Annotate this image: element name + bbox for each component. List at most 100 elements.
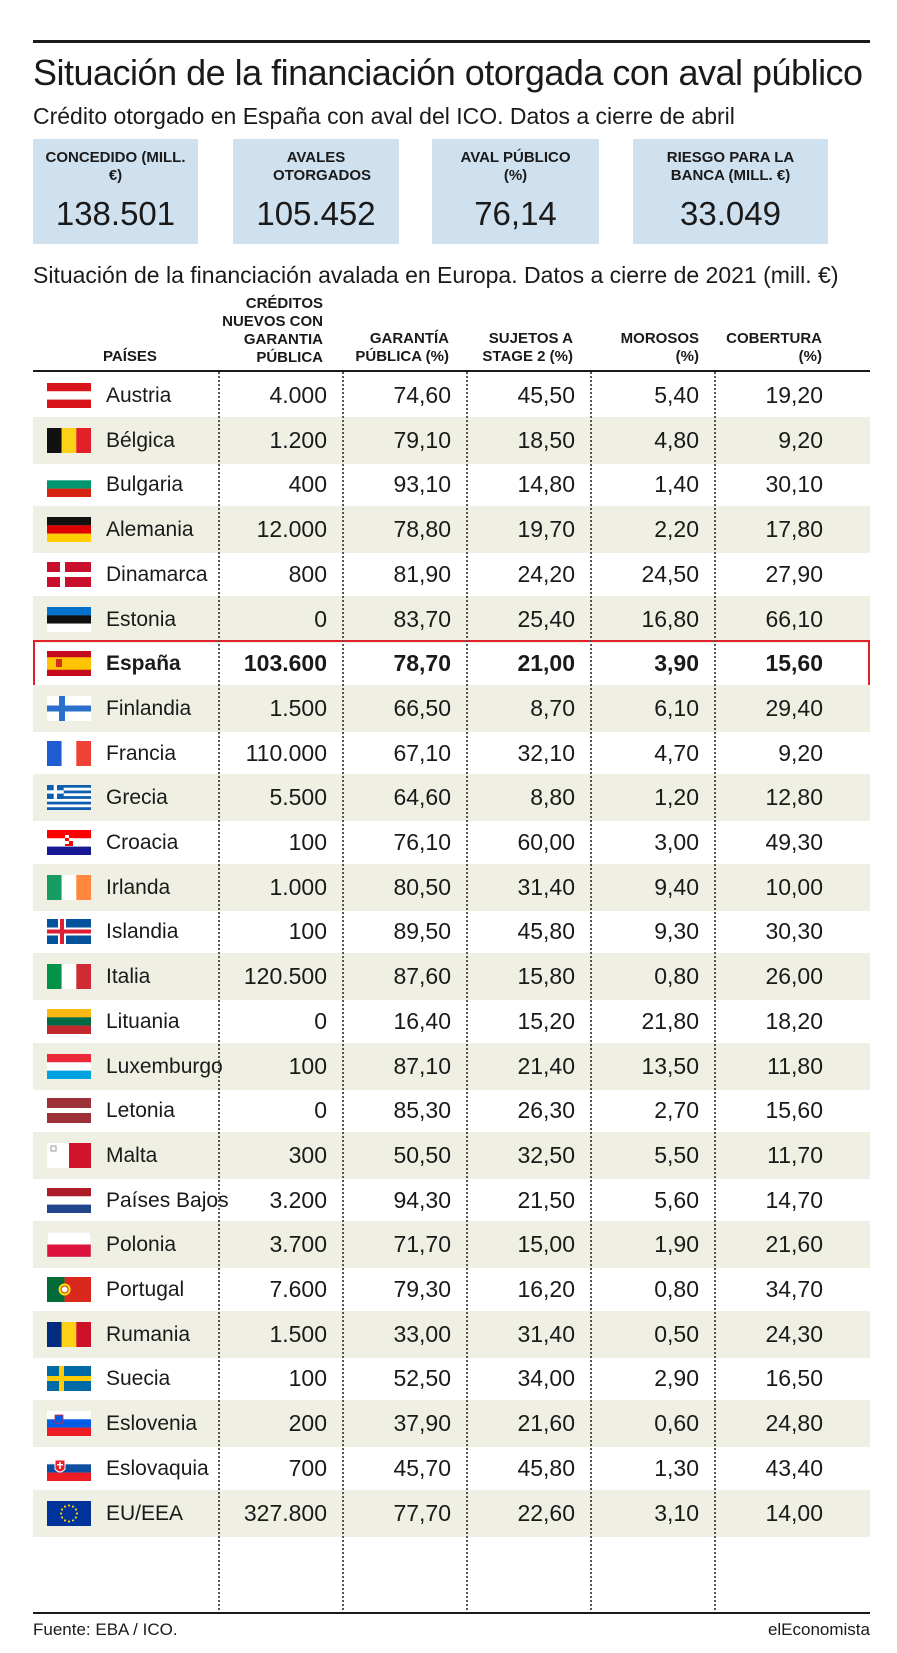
- france-flag-icon: [47, 740, 91, 766]
- table-row: Eslovenia 200 37,90 21,60 0,60 24,80: [33, 1400, 870, 1448]
- country-name: Austria: [106, 384, 172, 407]
- greece-flag-icon: [47, 785, 91, 811]
- kpi-label: AVALES OTORGADOS: [273, 149, 372, 184]
- spain-flag-icon: [47, 651, 91, 677]
- cell-morosos: 9,30: [654, 918, 699, 945]
- cell-garantia: 85,30: [393, 1097, 451, 1124]
- table-row: Países Bajos 3.200 94,30 21,50 5,60 14,70: [33, 1177, 870, 1224]
- cell-stage2: 26,30: [517, 1097, 575, 1124]
- cell-stage2: 8,70: [530, 694, 575, 721]
- highlight-box: [33, 640, 870, 688]
- column-divider: [342, 372, 344, 1610]
- country-name: Rumania: [106, 1322, 191, 1346]
- cell-cobertura: 49,30: [765, 829, 823, 855]
- cell-morosos: 0,60: [654, 1410, 699, 1437]
- ireland-flag-icon: [47, 874, 91, 900]
- kpi-label: CONCEDIDO (MILL. €): [45, 149, 186, 184]
- cell-creditos: 1.000: [269, 873, 327, 900]
- country-name: España: [106, 652, 181, 676]
- kpi-avales: AVALES OTORGADOS 105.452: [233, 139, 399, 244]
- table-row: Malta 300 50,50 32,50 5,50 11,70: [33, 1131, 870, 1179]
- cell-cobertura: 27,90: [765, 560, 823, 587]
- cell-cobertura: 26,00: [765, 963, 823, 990]
- cell-stage2: 31,40: [517, 873, 575, 900]
- country-name: Croacia: [106, 831, 179, 854]
- cell-stage2: 34,00: [517, 1365, 575, 1392]
- cell-morosos: 1,30: [654, 1454, 699, 1481]
- cell-morosos: 1,90: [654, 1231, 699, 1258]
- table-row: Letonia 0 85,30 26,30 2,70 15,60: [33, 1087, 870, 1134]
- cell-creditos: 1.500: [269, 694, 327, 721]
- table-row: Austria 4.000 74,60 45,50 5,40 19,20: [33, 372, 870, 419]
- country-name: Alemania: [106, 518, 194, 542]
- cell-stage2: 24,20: [517, 560, 575, 587]
- table-row: Dinamarca 800 81,90 24,20 24,50 27,90: [33, 551, 870, 598]
- cell-morosos: 2,70: [654, 1097, 699, 1124]
- cell-stage2: 45,50: [517, 382, 575, 408]
- country-name: Lituania: [106, 1009, 180, 1033]
- cell-stage2: 22,60: [517, 1499, 575, 1526]
- kpi-value: 76,14: [474, 195, 557, 232]
- cell-cobertura: 11,70: [767, 1141, 823, 1168]
- cell-stage2: 15,20: [517, 1007, 575, 1034]
- cell-creditos: 1.500: [269, 1320, 327, 1347]
- cell-cobertura: 66,10: [765, 605, 823, 632]
- cell-garantia: 50,50: [393, 1141, 451, 1168]
- cell-morosos: 3,00: [654, 829, 699, 855]
- cell-creditos: 327.800: [243, 1499, 327, 1526]
- cell-garantia: 52,50: [393, 1365, 451, 1392]
- cell-garantia: 89,50: [393, 918, 451, 945]
- cell-cobertura: 43,40: [765, 1454, 823, 1481]
- country-name: EU/EEA: [106, 1501, 184, 1525]
- slovakia-flag-icon: [47, 1455, 91, 1481]
- cell-stage2: 16,20: [517, 1276, 575, 1302]
- cell-cobertura: 24,80: [765, 1410, 823, 1437]
- table-row: Lituania 0 16,40 15,20 21,80 18,20: [33, 998, 870, 1045]
- cell-cobertura: 29,40: [765, 694, 823, 721]
- cell-stage2: 45,80: [517, 918, 575, 945]
- latvia-flag-icon: [47, 1098, 91, 1124]
- country-name: Eslovaquia: [106, 1456, 209, 1480]
- kpi-label: AVAL PÚBLICO (%): [460, 149, 571, 184]
- cell-creditos: 800: [288, 560, 327, 587]
- cell-garantia: 94,30: [393, 1186, 451, 1213]
- cell-garantia: 76,10: [393, 829, 451, 855]
- cell-morosos: 5,60: [654, 1186, 699, 1213]
- cell-cobertura: 14,00: [765, 1499, 823, 1526]
- luxembourg-flag-icon: [47, 1053, 91, 1079]
- cell-stage2: 8,80: [530, 784, 575, 811]
- cell-cobertura: 30,10: [765, 471, 823, 498]
- table-row: Finlandia 1.500 66,50 8,70 6,10 29,40: [33, 684, 870, 732]
- country-name: Luxemburgo: [106, 1054, 223, 1078]
- cell-cobertura: 17,80: [765, 516, 823, 543]
- cell-morosos: 2,90: [654, 1365, 699, 1392]
- table-row: Bélgica 1.200 79,10 18,50 4,80 9,20: [33, 416, 870, 464]
- column-divider: [714, 372, 716, 1610]
- column-header-paises: PAÍSES: [103, 348, 157, 365]
- country-name: Eslovenia: [106, 1412, 198, 1436]
- cell-morosos: 4,70: [654, 739, 699, 766]
- country-name: Italia: [106, 965, 151, 989]
- kpi-value: 105.452: [256, 195, 376, 232]
- country-name: Polonia: [106, 1233, 177, 1257]
- country-name: Islandia: [106, 920, 179, 944]
- cell-stage2: 45,80: [517, 1454, 575, 1481]
- cell-morosos: 5,50: [654, 1141, 699, 1168]
- cell-garantia: 78,70: [393, 650, 451, 677]
- cell-morosos: 16,80: [641, 605, 699, 632]
- country-name: Malta: [106, 1143, 158, 1167]
- denmark-flag-icon: [47, 561, 91, 587]
- page-subtitle: Crédito otorgado en España con aval del …: [33, 103, 735, 129]
- cell-morosos: 0,80: [654, 1276, 699, 1302]
- country-name: Grecia: [106, 786, 168, 810]
- table-row: Polonia 3.700 71,70 15,00 1,90 21,60: [33, 1221, 870, 1269]
- column-header-morosos: MOROSOS (%): [620, 330, 699, 365]
- table-row: Luxemburgo 100 87,10 21,40 13,50 11,80: [33, 1042, 870, 1090]
- cell-morosos: 4,80: [654, 426, 699, 453]
- cell-cobertura: 19,20: [765, 382, 823, 408]
- cell-creditos: 0: [314, 605, 327, 632]
- cell-cobertura: 14,70: [765, 1186, 823, 1213]
- column-divider: [218, 372, 220, 1610]
- kpi-value: 138.501: [55, 195, 176, 232]
- sweden-flag-icon: [47, 1366, 91, 1392]
